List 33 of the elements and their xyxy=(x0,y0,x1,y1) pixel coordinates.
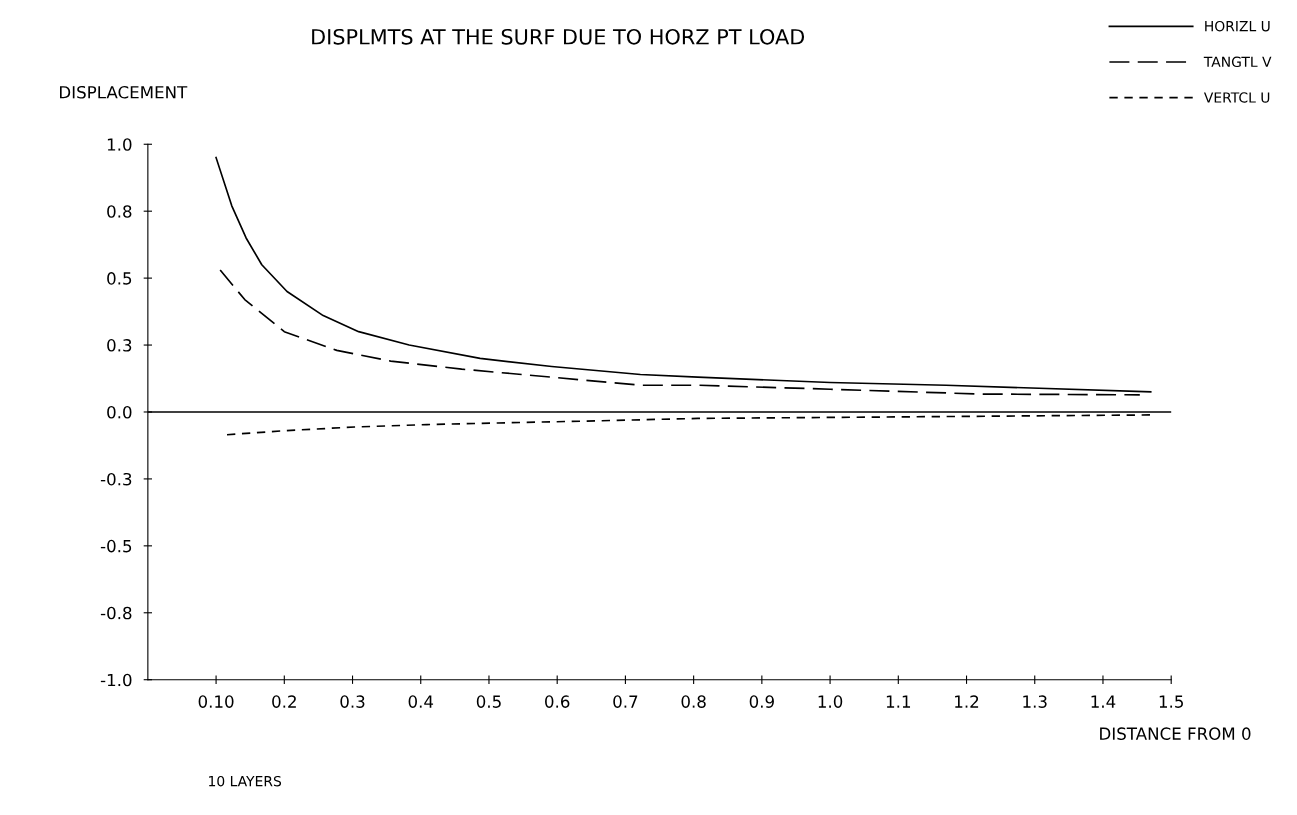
x-tick-label: 0.2 xyxy=(272,695,296,708)
text: VERTCL U xyxy=(1203,92,1270,103)
y-tick-label: 0.3 xyxy=(107,339,132,352)
y-tick-label: -1.0 xyxy=(100,673,132,687)
y-tick-label: -0.8 xyxy=(100,606,132,620)
y-tick-label: 1.0 xyxy=(107,138,132,151)
y-axis-title: DISPLACEMENT xyxy=(60,85,188,99)
y-tick-label: 0.0 xyxy=(107,405,132,419)
x-tick-label: 0.6 xyxy=(545,695,570,708)
x-tick-label: 0.9 xyxy=(749,695,774,708)
line-series xyxy=(215,156,1152,393)
x-axis-title: DISTANCE FROM 0 xyxy=(1100,727,1251,740)
text: 10 LAYERS xyxy=(209,775,282,787)
y-tick-label: 0.5 xyxy=(107,272,132,285)
line-series xyxy=(219,269,1141,396)
x-tick-label: 0.10 xyxy=(198,695,234,708)
text: HORIZL U xyxy=(1205,20,1270,32)
x-tick-label: 0.5 xyxy=(476,695,501,708)
x-tick-label: 0.4 xyxy=(408,695,434,708)
x-tick-label: 1.5 xyxy=(1159,695,1183,708)
x-tick-label: 1.3 xyxy=(1023,695,1047,708)
x-tick-label: 1.0 xyxy=(818,695,843,708)
chart-title: DISPLMTS AT THE SURF DUE TO HORZ PT LOAD xyxy=(312,28,805,45)
text: TANGTL V xyxy=(1203,56,1272,68)
y-tick-label: -0.3 xyxy=(100,472,132,486)
y-tick-label: 0.8 xyxy=(107,205,132,218)
x-tick-label: 1.1 xyxy=(886,695,911,708)
x-tick-label: 0.7 xyxy=(613,695,638,708)
x-tick-label: 0.3 xyxy=(340,695,365,708)
x-tick-label: 0.8 xyxy=(681,695,706,708)
y-tick-label: -0.5 xyxy=(100,539,132,553)
x-tick-label: 1.2 xyxy=(955,695,979,708)
x-tick-label: 1.4 xyxy=(1091,695,1116,708)
